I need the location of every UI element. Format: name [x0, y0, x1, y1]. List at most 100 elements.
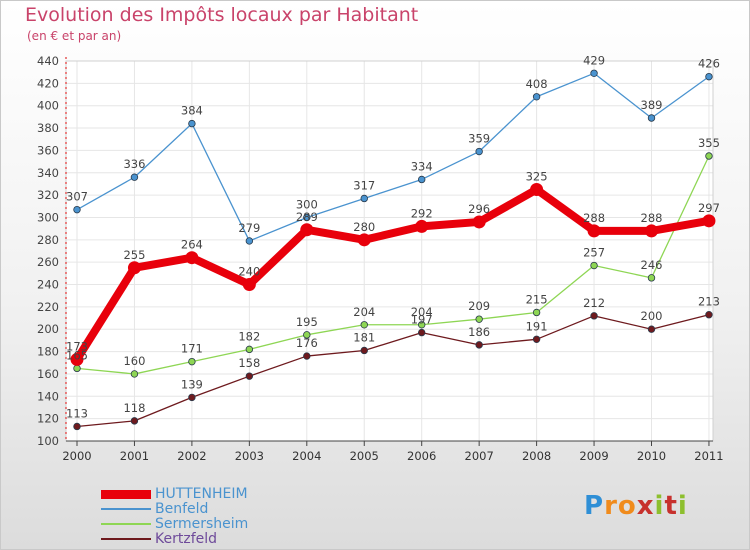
data-point-kertzfeld	[418, 328, 426, 337]
x-tick-label: 2010	[637, 449, 666, 463]
data-label-huttenheim: 296	[468, 202, 490, 216]
logo-letter: o	[617, 491, 637, 521]
y-tick-label: 200	[37, 322, 59, 336]
data-label-sermersheim: 215	[526, 292, 548, 306]
legend-label: Kertzfeld	[155, 531, 218, 547]
data-label-kertzfeld: 191	[526, 319, 548, 333]
data-label-benfeld: 307	[66, 190, 88, 204]
y-tick-label: 120	[37, 412, 59, 426]
y-tick-label: 240	[37, 278, 59, 292]
data-point-benfeld	[590, 69, 598, 77]
y-tick-label: 260	[37, 255, 59, 269]
data-label-sermersheim: 182	[238, 329, 260, 343]
y-tick-label: 400	[37, 99, 59, 113]
data-label-benfeld: 359	[468, 132, 490, 146]
logo-letter: P	[584, 491, 605, 521]
data-point-kertzfeld	[360, 346, 368, 355]
x-tick-label: 2008	[522, 449, 551, 463]
y-tick-label: 180	[37, 345, 59, 359]
data-point-kertzfeld	[303, 352, 311, 360]
data-point-sermersheim	[245, 345, 254, 354]
logo-letter: x	[636, 491, 655, 521]
x-tick-label: 2000	[62, 449, 91, 463]
data-label-kertzfeld: 181	[353, 330, 375, 344]
data-label-huttenheim: 255	[123, 248, 145, 262]
data-label-huttenheim: 240	[238, 265, 260, 279]
data-point-kertzfeld	[475, 341, 483, 349]
data-point-sermersheim	[647, 274, 656, 282]
data-label-sermersheim: 257	[583, 246, 605, 260]
x-tick-label: 2004	[292, 449, 321, 463]
data-label-benfeld: 334	[411, 159, 433, 173]
x-tick-label: 2003	[235, 449, 264, 463]
y-tick-label: 220	[37, 300, 59, 314]
x-tick-label: 2006	[407, 449, 436, 463]
data-point-kertzfeld	[73, 422, 81, 431]
data-point-huttenheim	[587, 224, 601, 238]
data-label-sermersheim: 165	[66, 348, 88, 362]
data-point-huttenheim	[702, 214, 716, 228]
data-label-benfeld: 300	[296, 197, 318, 211]
data-point-kertzfeld	[245, 372, 254, 380]
data-point-sermersheim	[188, 357, 196, 366]
data-point-huttenheim	[472, 215, 486, 229]
data-label-benfeld: 389	[641, 98, 663, 112]
data-label-sermersheim: 171	[181, 342, 203, 356]
data-label-huttenheim: 325	[526, 170, 548, 184]
data-label-huttenheim: 288	[641, 211, 663, 225]
data-label-sermersheim: 355	[698, 136, 720, 150]
x-tick-label: 2009	[579, 449, 608, 463]
legend-swatch	[101, 538, 151, 540]
x-tick-label: 2001	[120, 449, 149, 463]
data-point-sermersheim	[360, 321, 368, 329]
data-label-sermersheim: 160	[123, 354, 145, 368]
y-tick-label: 280	[37, 233, 59, 247]
data-point-benfeld	[303, 213, 311, 222]
series-line-kertzfeld	[76, 314, 710, 428]
data-label-kertzfeld: 212	[583, 296, 605, 310]
data-label-benfeld: 408	[526, 77, 548, 91]
data-label-sermersheim: 195	[296, 315, 318, 329]
data-label-benfeld: 426	[698, 57, 720, 71]
data-point-sermersheim	[532, 308, 541, 317]
legend-label: Sermersheim	[155, 516, 249, 532]
data-point-benfeld	[360, 194, 368, 203]
data-point-benfeld	[73, 205, 81, 214]
data-point-benfeld	[130, 173, 139, 181]
data-label-benfeld: 317	[353, 178, 375, 192]
data-point-sermersheim	[705, 152, 713, 160]
data-point-benfeld	[647, 114, 656, 122]
chart-subtitle: (en € et par an)	[27, 29, 122, 43]
data-label-kertzfeld: 186	[468, 325, 490, 339]
data-label-kertzfeld: 200	[641, 309, 663, 323]
data-label-kertzfeld: 118	[123, 401, 145, 415]
data-label-huttenheim: 288	[583, 211, 605, 225]
logo-letter: r	[604, 491, 618, 521]
y-tick-label: 420	[37, 76, 59, 90]
x-tick-label: 2011	[694, 449, 723, 463]
data-point-benfeld	[245, 237, 254, 245]
logo-letter: i	[677, 491, 688, 521]
data-point-kertzfeld	[705, 311, 713, 319]
data-label-kertzfeld: 158	[238, 356, 260, 370]
data-label-huttenheim: 297	[698, 201, 720, 215]
proxiti-logo: Proxiti	[584, 491, 688, 521]
data-point-kertzfeld	[188, 393, 196, 402]
legend-swatch	[101, 489, 151, 499]
data-label-kertzfeld: 197	[411, 313, 433, 327]
data-point-huttenheim	[415, 219, 429, 233]
data-label-sermersheim: 209	[468, 299, 490, 313]
data-label-huttenheim: 264	[181, 238, 203, 252]
data-point-huttenheim	[645, 224, 658, 238]
data-point-sermersheim	[590, 261, 598, 270]
y-tick-label: 380	[37, 121, 59, 135]
data-label-benfeld: 384	[181, 104, 203, 118]
data-point-sermersheim	[73, 364, 81, 373]
x-tick-label: 2007	[465, 449, 494, 463]
data-point-huttenheim	[300, 223, 314, 237]
data-label-benfeld: 279	[238, 221, 260, 235]
data-label-kertzfeld: 113	[66, 406, 88, 420]
series-line-sermersheim	[76, 155, 710, 375]
